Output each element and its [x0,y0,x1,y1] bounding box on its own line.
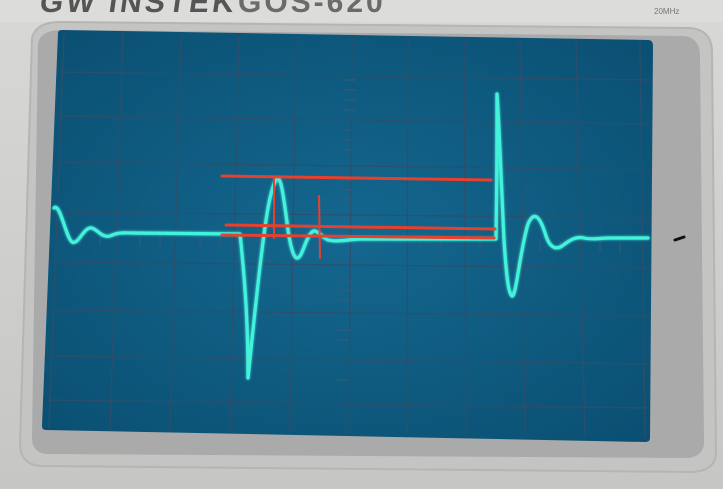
marker-line-top [220,174,493,182]
bezel-mark [673,235,686,242]
graticule [47,32,653,439]
marker-line-lower [220,233,496,240]
marker-vertical-right [318,195,321,259]
waveform-trace [52,92,650,380]
top-panel [0,0,723,22]
center-axis-ticks [79,79,621,381]
annotation-markers [220,174,497,259]
bandwidth-label: 20MHz [654,7,680,16]
marker-line-middle [224,223,497,231]
model-label: GOS-620 [238,0,386,19]
brand-logo: GW INSTEK [37,0,240,19]
